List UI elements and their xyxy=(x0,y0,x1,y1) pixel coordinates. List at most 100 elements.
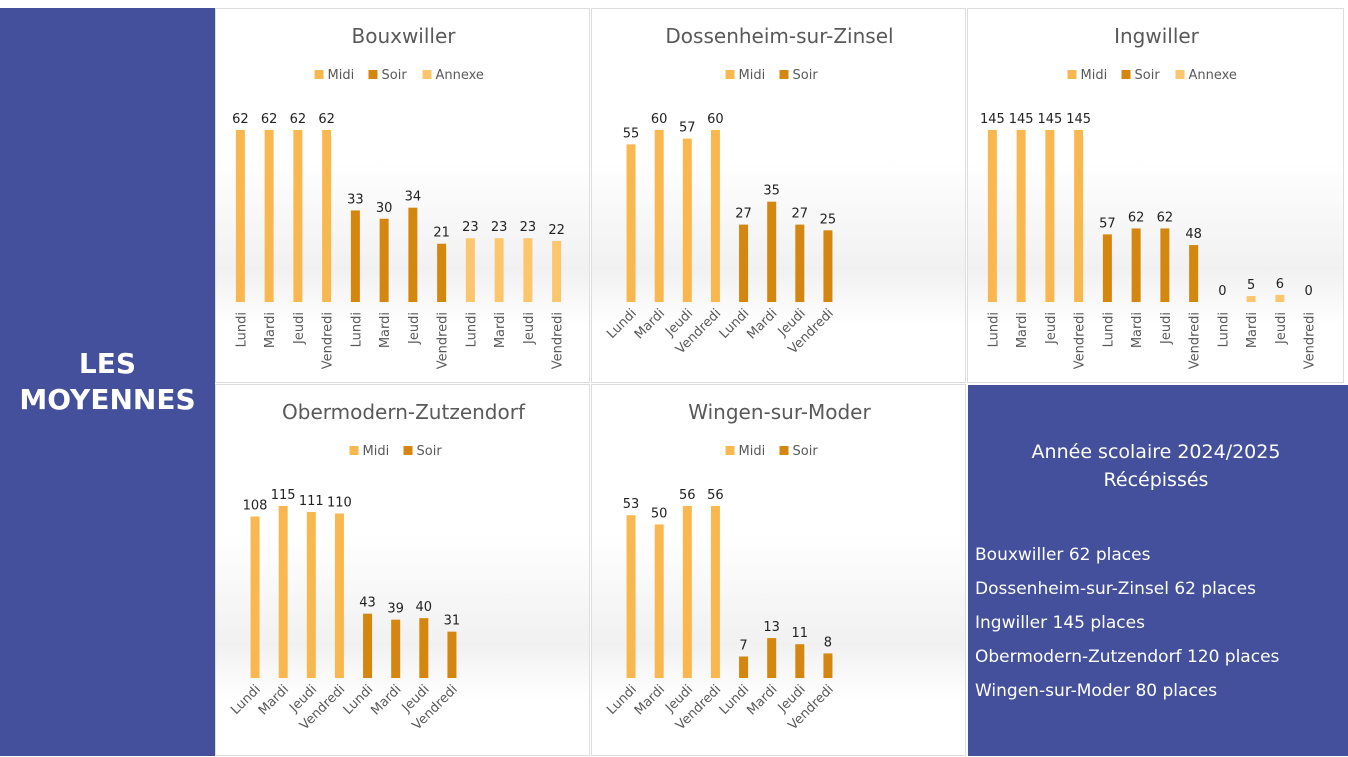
chart: Ingwiller Midi Soir Annexe Lundi Mardi Jeudi Ve… xyxy=(980,24,1318,369)
value-label: 145 xyxy=(1009,112,1034,127)
bar xyxy=(419,618,429,678)
bar xyxy=(408,207,418,302)
bar xyxy=(1045,130,1055,302)
legend-label: Midi xyxy=(739,68,766,83)
value-label: 23 xyxy=(491,220,508,235)
bar xyxy=(437,243,447,302)
bar xyxy=(306,511,316,678)
value-label: 31 xyxy=(444,614,461,629)
x-tick-label: Vendredi xyxy=(1303,312,1318,369)
info-item: Ingwiller 145 places xyxy=(975,613,1145,633)
bar xyxy=(767,638,777,678)
legend-swatch xyxy=(1121,70,1131,79)
info-subheading: Récépissés xyxy=(1103,469,1209,491)
value-label: 108 xyxy=(243,498,268,513)
legend-label: Soir xyxy=(382,68,408,83)
chart-title: Ingwiller xyxy=(1114,24,1200,48)
legend-swatch xyxy=(403,446,413,455)
bar xyxy=(552,240,562,302)
bar xyxy=(1102,234,1112,302)
x-tick-label: Lundi xyxy=(604,306,640,342)
bar xyxy=(682,138,692,302)
info-item: Dossenheim-sur-Zinsel 62 places xyxy=(975,579,1256,599)
bar xyxy=(739,656,749,678)
value-label: 7 xyxy=(739,639,747,654)
value-label: 23 xyxy=(520,220,537,235)
value-label: 39 xyxy=(387,602,404,617)
bar xyxy=(823,230,833,302)
bar xyxy=(235,130,245,302)
sidebar-title: LES MOYENNES xyxy=(19,347,196,416)
x-tick-label: Lundi xyxy=(234,312,249,347)
chart-panel: Obermodern-Zutzendorf Midi Soir Lundi Mardi J… xyxy=(215,384,590,756)
bar xyxy=(1131,228,1141,302)
value-label: 56 xyxy=(707,488,724,503)
x-tick-label: Lundi xyxy=(717,682,753,718)
bar xyxy=(1275,294,1285,302)
value-label: 145 xyxy=(980,112,1005,127)
value-label: 25 xyxy=(820,212,837,227)
legend-label: Midi xyxy=(1081,68,1108,83)
legend-swatch xyxy=(368,70,378,79)
value-label: 62 xyxy=(290,112,307,127)
value-label: 23 xyxy=(462,220,479,235)
x-tick-label: Jeudi xyxy=(1274,312,1289,345)
bar xyxy=(363,613,373,678)
bar xyxy=(264,130,274,302)
x-tick-label: Mardi xyxy=(263,312,278,348)
info-item: Wingen-sur-Moder 80 places xyxy=(975,681,1218,701)
x-tick-label: Mardi xyxy=(1130,312,1145,348)
x-tick-label: Lundi xyxy=(228,682,264,718)
value-label: 57 xyxy=(679,121,696,136)
x-tick-label: Mardi xyxy=(1015,312,1030,348)
bar xyxy=(293,130,303,302)
chart-panel: Ingwiller Midi Soir Annexe Lundi Mardi Jeudi Ve… xyxy=(967,8,1344,383)
x-tick-label: Mardi xyxy=(493,312,508,348)
legend-swatch xyxy=(1067,70,1077,79)
bar xyxy=(278,506,288,678)
bar xyxy=(391,619,401,678)
value-label: 62 xyxy=(261,112,278,127)
chart-panel: Bouxwiller Midi Soir Annexe Lundi Mardi Jeudi V… xyxy=(215,8,590,383)
chart-panel: Wingen-sur-Moder Midi Soir Lundi Mardi Jeudi V… xyxy=(591,384,966,756)
bar xyxy=(1246,296,1256,302)
x-tick-label: Vendredi xyxy=(551,312,566,369)
x-tick-label: Vendredi xyxy=(1073,312,1088,369)
x-tick-label: Mardi xyxy=(256,682,292,718)
bar xyxy=(626,144,636,302)
bar xyxy=(1160,228,1170,302)
value-label: 8 xyxy=(824,635,832,650)
legend-label: Soir xyxy=(793,444,819,459)
value-label: 115 xyxy=(271,488,296,503)
bar xyxy=(626,515,636,678)
x-tick-label: Lundi xyxy=(986,312,1001,347)
value-label: 0 xyxy=(1218,284,1226,299)
bar xyxy=(350,210,360,302)
legend-label: Midi xyxy=(363,444,390,459)
chart-title: Bouxwiller xyxy=(351,24,456,48)
bar xyxy=(465,238,475,302)
bar xyxy=(1189,245,1199,302)
bar xyxy=(987,130,997,302)
chart-title: Dossenheim-sur-Zinsel xyxy=(665,24,893,48)
value-label: 56 xyxy=(679,488,696,503)
x-tick-label: Mardi xyxy=(368,682,404,718)
x-tick-label: Jeudi xyxy=(292,312,307,345)
bar xyxy=(823,653,833,678)
value-label: 27 xyxy=(735,207,752,222)
x-tick-label: Vendredi xyxy=(1188,312,1203,369)
legend-label: Soir xyxy=(793,68,819,83)
x-tick-label: Jeudi xyxy=(522,312,537,345)
bar xyxy=(710,130,720,302)
x-tick-label: Jeudi xyxy=(1044,312,1059,345)
value-label: 40 xyxy=(416,600,433,615)
value-label: 0 xyxy=(1304,284,1312,299)
value-label: 55 xyxy=(623,126,640,141)
bar xyxy=(654,524,664,678)
bar xyxy=(379,218,389,302)
info-heading: Année scolaire 2024/2025 xyxy=(1031,441,1281,463)
value-label: 6 xyxy=(1276,277,1284,292)
value-label: 62 xyxy=(1128,210,1145,225)
